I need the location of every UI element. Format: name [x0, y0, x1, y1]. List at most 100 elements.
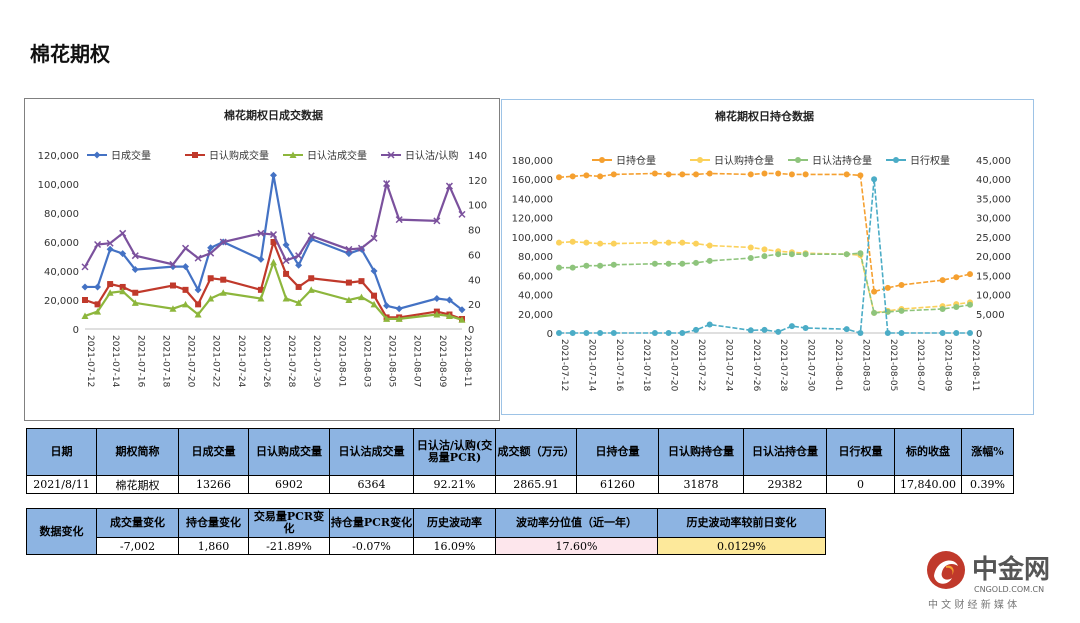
chart-title: 棉花期权日持仓数据: [715, 109, 814, 123]
data-point: [308, 275, 315, 282]
y-left-tick-label: 100,000: [512, 233, 553, 244]
data-point: [131, 252, 139, 260]
data-point: [119, 283, 126, 290]
data-point: [651, 330, 658, 336]
data-point: [597, 173, 604, 180]
data-point: [788, 171, 795, 178]
header-volume-change: 成交量变化: [96, 508, 179, 538]
data-point: [761, 170, 768, 177]
y-left-tick-label: 0: [547, 329, 553, 340]
data-point: [665, 239, 672, 246]
legend-marker: [93, 151, 101, 159]
data-point: [597, 262, 604, 269]
data-point: [345, 245, 353, 253]
chart-legend: 日成交量 日认购成交量 日认沽成交量 日认沽/认购: [87, 149, 458, 162]
data-point: [270, 239, 277, 245]
data-point: [706, 170, 713, 177]
legend-item: 日持仓量: [592, 154, 656, 167]
data-point: [119, 287, 127, 295]
data-point: [169, 305, 177, 312]
data-point: [775, 251, 782, 258]
data-point: [857, 330, 864, 336]
page-title: 棉花期权: [30, 42, 110, 66]
cell-exercise: 0: [826, 475, 895, 494]
data-point: [857, 250, 864, 257]
x-tick-label: 2021-08-01: [336, 335, 346, 387]
data-point: [665, 330, 672, 336]
series-日认沽成交量: [81, 258, 466, 323]
cell-put-volume: 6364: [329, 475, 414, 494]
header-volume-pcr-change: 交易量PCR变化: [248, 508, 330, 538]
data-point: [295, 252, 303, 260]
data-point: [383, 315, 391, 322]
data-point: [967, 330, 973, 336]
data-point: [282, 257, 290, 265]
data-point: [194, 286, 202, 294]
data-point: [802, 325, 809, 332]
cngold-logo: 中金网 CNGOLD.COM.CN 中 文 财 经 新 媒 体: [927, 551, 1050, 611]
x-axis: 2021-07-12 2021-07-14 2021-07-16 2021-07-18…: [85, 335, 472, 388]
x-tick-label: 2021-07-20: [186, 335, 196, 388]
data-point: [81, 283, 89, 291]
x-tick-label: 2021-08-07: [915, 339, 925, 391]
data-point: [706, 242, 713, 249]
x-tick-label: 2021-07-20: [669, 339, 679, 392]
cell-oi-change: 1,860: [178, 537, 249, 555]
cell-oi-pcr-change: -0.07%: [329, 537, 414, 555]
data-point: [295, 283, 302, 290]
data-point: [871, 176, 878, 183]
x-tick-label: 2021-07-26: [261, 335, 271, 388]
legend-item: 日认购持仓量: [690, 154, 774, 167]
y-left-tick-label: 180,000: [512, 156, 553, 167]
data-point: [195, 301, 202, 308]
data-point: [843, 251, 850, 258]
header-oi-pcr-change: 持仓量PCR变化: [329, 508, 414, 538]
data-point: [458, 316, 466, 323]
cell-date: 2021/8/11: [26, 475, 97, 494]
data-point: [345, 279, 352, 286]
header-oi-change: 持仓量变化: [178, 508, 249, 538]
data-point: [270, 258, 277, 266]
legend-marker: [893, 157, 899, 163]
cell-call-volume: 6902: [248, 475, 330, 494]
data-point: [445, 296, 453, 304]
series-日认沽/认购: [81, 179, 466, 271]
legend-marker: [289, 151, 297, 158]
y-right-tick-label: 15,000: [976, 271, 1011, 282]
header-vol-day-change: 历史波动率较前日变化: [657, 508, 826, 538]
x-tick-label: 2021-07-14: [110, 335, 120, 388]
data-point: [747, 327, 754, 334]
header-volume-pcr: 日认沽/认购(交易量PCR): [413, 428, 496, 476]
data-point: [383, 180, 391, 188]
data-point: [939, 330, 946, 336]
data-point: [182, 263, 190, 271]
legend-marker: [599, 157, 605, 163]
data-point: [706, 257, 713, 264]
header-date: 日期: [26, 428, 97, 476]
legend-item: 日认沽/认购: [381, 149, 458, 162]
y-right-tick-label: 45,000: [976, 156, 1011, 167]
x-tick-label: 2021-07-18: [641, 339, 651, 392]
data-point: [610, 171, 617, 178]
x-tick-label: 2021-07-14: [586, 339, 596, 392]
y-left-tick-label: 0: [73, 325, 79, 336]
x-tick-label: 2021-08-11: [970, 339, 980, 391]
data-point: [843, 326, 850, 333]
data-change-table: 数据变化 成交量变化 持仓量变化 交易量PCR变化 持仓量PCR变化 历史波动率…: [26, 508, 826, 555]
data-point: [939, 277, 946, 284]
x-tick-label: 2021-07-28: [778, 339, 788, 392]
data-point: [132, 289, 139, 296]
data-point: [583, 330, 590, 336]
data-point: [556, 239, 562, 246]
cell-open-interest: 61260: [576, 475, 659, 494]
cell-daily-volume: 13266: [178, 475, 249, 494]
x-tick-label: 2021-07-24: [236, 335, 246, 388]
data-point: [556, 174, 562, 181]
y-left-tick-label: 20,000: [518, 310, 553, 321]
data-point: [679, 260, 686, 267]
legend-label: 日认沽成交量: [307, 149, 367, 162]
data-point: [106, 289, 114, 296]
data-point: [395, 305, 403, 313]
legend-label: 日持仓量: [616, 154, 656, 167]
data-point: [257, 286, 264, 293]
